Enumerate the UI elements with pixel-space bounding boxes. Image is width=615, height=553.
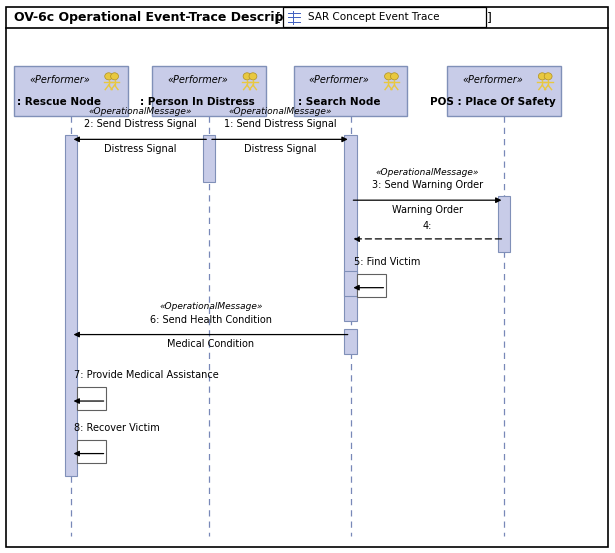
FancyBboxPatch shape bbox=[6, 7, 608, 547]
Text: : Rescue Node: : Rescue Node bbox=[17, 97, 101, 107]
FancyBboxPatch shape bbox=[344, 329, 357, 354]
Text: «OperationalMessage»: «OperationalMessage» bbox=[228, 107, 331, 116]
Text: «Performer»: «Performer» bbox=[462, 75, 523, 85]
FancyBboxPatch shape bbox=[77, 440, 106, 463]
Circle shape bbox=[384, 73, 392, 80]
Text: SAR Concept Event Trace: SAR Concept Event Trace bbox=[308, 12, 439, 22]
FancyBboxPatch shape bbox=[447, 66, 561, 116]
FancyBboxPatch shape bbox=[283, 7, 486, 27]
Circle shape bbox=[243, 73, 251, 80]
Text: [: [ bbox=[276, 11, 280, 24]
Circle shape bbox=[249, 73, 257, 80]
Text: 1: Send Distress Signal: 1: Send Distress Signal bbox=[223, 119, 336, 129]
Text: «OperationalMessage»: «OperationalMessage» bbox=[159, 302, 263, 311]
Text: POS : Place Of Safety: POS : Place Of Safety bbox=[430, 97, 556, 107]
Text: OV-6c Operational Event-Trace Description: OV-6c Operational Event-Trace Descriptio… bbox=[14, 11, 311, 24]
Text: Distress Signal: Distress Signal bbox=[244, 144, 316, 154]
Text: Warning Order: Warning Order bbox=[392, 205, 463, 215]
Text: ]: ] bbox=[487, 11, 492, 24]
Text: «OperationalMessage»: «OperationalMessage» bbox=[376, 168, 479, 177]
FancyBboxPatch shape bbox=[153, 66, 266, 116]
Circle shape bbox=[105, 73, 113, 80]
Text: «Performer»: «Performer» bbox=[167, 75, 228, 85]
Text: : Search Node: : Search Node bbox=[298, 97, 381, 107]
Circle shape bbox=[538, 73, 546, 80]
FancyBboxPatch shape bbox=[77, 387, 106, 410]
Text: «OperationalMessage»: «OperationalMessage» bbox=[88, 107, 192, 116]
FancyBboxPatch shape bbox=[293, 66, 407, 116]
Circle shape bbox=[544, 73, 552, 80]
Text: 7: Provide Medical Assistance: 7: Provide Medical Assistance bbox=[74, 371, 218, 380]
FancyBboxPatch shape bbox=[344, 271, 357, 296]
Text: 8: Recover Victim: 8: Recover Victim bbox=[74, 423, 159, 433]
Text: 5: Find Victim: 5: Find Victim bbox=[354, 257, 420, 267]
Circle shape bbox=[111, 73, 119, 80]
FancyBboxPatch shape bbox=[14, 66, 128, 116]
Text: Distress Signal: Distress Signal bbox=[104, 144, 176, 154]
FancyBboxPatch shape bbox=[203, 135, 215, 182]
Text: : Person In Distress: : Person In Distress bbox=[140, 97, 255, 107]
FancyBboxPatch shape bbox=[357, 274, 386, 297]
Text: 3: Send Warning Order: 3: Send Warning Order bbox=[372, 180, 483, 190]
FancyBboxPatch shape bbox=[65, 135, 77, 476]
Text: «Performer»: «Performer» bbox=[309, 75, 370, 85]
Circle shape bbox=[391, 73, 399, 80]
Text: Medical Condition: Medical Condition bbox=[167, 339, 254, 349]
Text: 2: Send Distress Signal: 2: Send Distress Signal bbox=[84, 119, 196, 129]
Text: 4:: 4: bbox=[423, 221, 432, 231]
FancyBboxPatch shape bbox=[498, 196, 510, 252]
FancyBboxPatch shape bbox=[344, 135, 357, 321]
Text: «Performer»: «Performer» bbox=[29, 75, 90, 85]
Text: 6: Send Health Condition: 6: Send Health Condition bbox=[149, 315, 272, 325]
